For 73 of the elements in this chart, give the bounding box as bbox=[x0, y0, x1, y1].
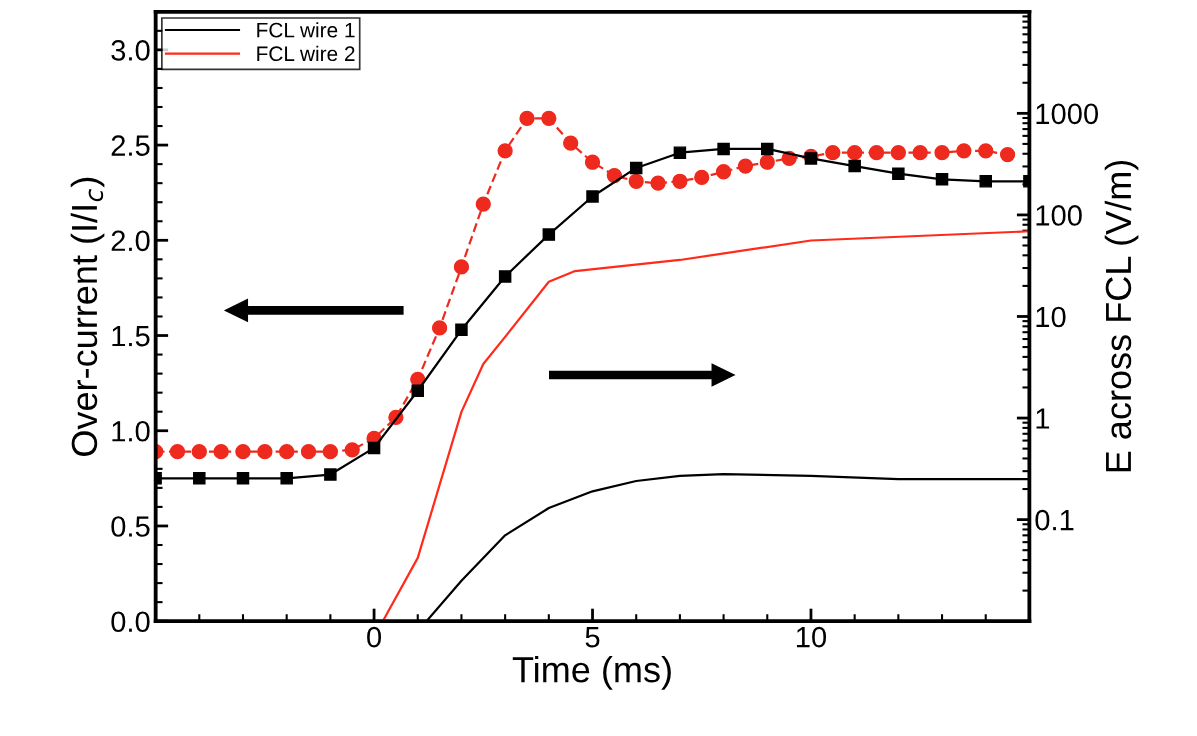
point bbox=[344, 442, 360, 458]
y2-tick-label: 1 bbox=[1036, 408, 1050, 429]
point bbox=[498, 270, 512, 283]
point bbox=[629, 161, 643, 175]
point bbox=[999, 146, 1016, 163]
y-tick-label: 1.5 bbox=[112, 326, 150, 347]
point bbox=[584, 154, 601, 170]
x-tick-label: 0 bbox=[367, 626, 382, 648]
point bbox=[979, 175, 992, 188]
point bbox=[956, 143, 972, 159]
point bbox=[586, 190, 599, 203]
y-tick-label: 2.5 bbox=[111, 135, 150, 156]
point bbox=[737, 158, 754, 174]
point bbox=[890, 145, 906, 161]
point bbox=[978, 143, 994, 159]
point bbox=[324, 468, 337, 481]
point bbox=[431, 320, 448, 336]
point bbox=[453, 259, 470, 275]
point bbox=[934, 145, 950, 161]
x-axis-title: Time (ms) bbox=[512, 656, 671, 690]
point bbox=[236, 472, 250, 485]
y2-tick-label: 0.1 bbox=[1035, 509, 1074, 531]
y2-tick-label: 1000 bbox=[1036, 103, 1099, 125]
point bbox=[847, 145, 863, 161]
point bbox=[475, 196, 491, 212]
x-tick-label: 10 bbox=[796, 626, 827, 648]
y-axis-title: Over-current (I/I$_{c}$) bbox=[70, 177, 105, 456]
point bbox=[825, 145, 841, 161]
point bbox=[300, 444, 317, 460]
y-tick-label: 3.0 bbox=[111, 40, 150, 61]
point bbox=[497, 143, 513, 159]
legend-label: FCL wire 1 bbox=[257, 22, 355, 38]
point bbox=[213, 444, 229, 460]
x-tick-label: 5 bbox=[585, 627, 600, 648]
y2-tick-label: 100 bbox=[1036, 205, 1082, 226]
point bbox=[541, 110, 557, 127]
point bbox=[169, 444, 186, 460]
y2-tick-label: 10 bbox=[1036, 306, 1066, 328]
point bbox=[542, 228, 556, 241]
point bbox=[235, 444, 251, 460]
point bbox=[848, 159, 861, 173]
point bbox=[673, 146, 687, 159]
point bbox=[868, 145, 885, 161]
point bbox=[759, 154, 775, 170]
y-tick-label: 1.0 bbox=[112, 420, 150, 442]
legend-label: FCL wire 2 bbox=[257, 45, 355, 62]
point bbox=[322, 444, 339, 460]
y2-axis-title: E across FCL (V/m) bbox=[1104, 160, 1139, 472]
point bbox=[694, 169, 710, 186]
point bbox=[455, 323, 468, 337]
point bbox=[411, 384, 425, 398]
y-tick-label: 2.0 bbox=[111, 230, 150, 252]
point bbox=[650, 175, 666, 191]
point bbox=[912, 145, 928, 161]
point bbox=[193, 472, 206, 485]
point bbox=[280, 472, 293, 485]
point bbox=[761, 142, 774, 156]
point bbox=[279, 444, 295, 460]
point bbox=[191, 444, 207, 460]
point bbox=[804, 152, 818, 165]
y-tick-label: 0.0 bbox=[111, 611, 150, 633]
point bbox=[628, 173, 644, 189]
point bbox=[672, 173, 688, 189]
point bbox=[935, 173, 949, 186]
point bbox=[257, 444, 273, 460]
point bbox=[717, 142, 730, 156]
point bbox=[563, 135, 579, 151]
point bbox=[367, 441, 381, 455]
point bbox=[715, 164, 732, 180]
point bbox=[519, 110, 535, 127]
point bbox=[892, 167, 905, 180]
y-tick-label: 0.5 bbox=[111, 516, 150, 537]
line-series bbox=[381, 230, 1030, 622]
